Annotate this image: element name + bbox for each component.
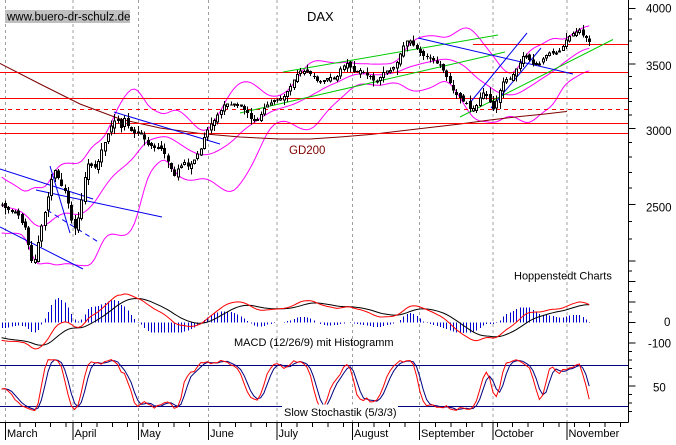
svg-text:2500: 2500 <box>646 203 672 215</box>
svg-text:October: October <box>495 428 534 440</box>
svg-text:3500: 3500 <box>646 61 672 73</box>
svg-text:0: 0 <box>664 317 670 329</box>
svg-text:November: November <box>569 428 620 440</box>
svg-text:50: 50 <box>653 383 666 395</box>
svg-text:Slow Stochastik (5/3/3): Slow Stochastik (5/3/3) <box>284 407 397 419</box>
svg-text:September: September <box>421 428 475 440</box>
svg-text:4000: 4000 <box>646 4 672 16</box>
svg-text:GD200: GD200 <box>289 145 325 157</box>
svg-text:May: May <box>140 428 161 440</box>
svg-text:www.buero-dr-schulz.de: www.buero-dr-schulz.de <box>6 12 130 24</box>
svg-text:March: March <box>7 428 38 440</box>
svg-text:3000: 3000 <box>646 126 672 138</box>
svg-text:-100: -100 <box>648 339 671 351</box>
svg-text:MACD (12/26/9) mit Histogramm: MACD (12/26/9) mit Histogramm <box>234 337 394 349</box>
svg-text:DAX: DAX <box>307 9 334 24</box>
svg-text:July: July <box>279 428 299 440</box>
svg-text:Hoppenstedt Charts: Hoppenstedt Charts <box>514 271 612 283</box>
svg-text:June: June <box>210 428 234 440</box>
svg-text:August: August <box>354 428 388 440</box>
svg-text:April: April <box>75 428 97 440</box>
